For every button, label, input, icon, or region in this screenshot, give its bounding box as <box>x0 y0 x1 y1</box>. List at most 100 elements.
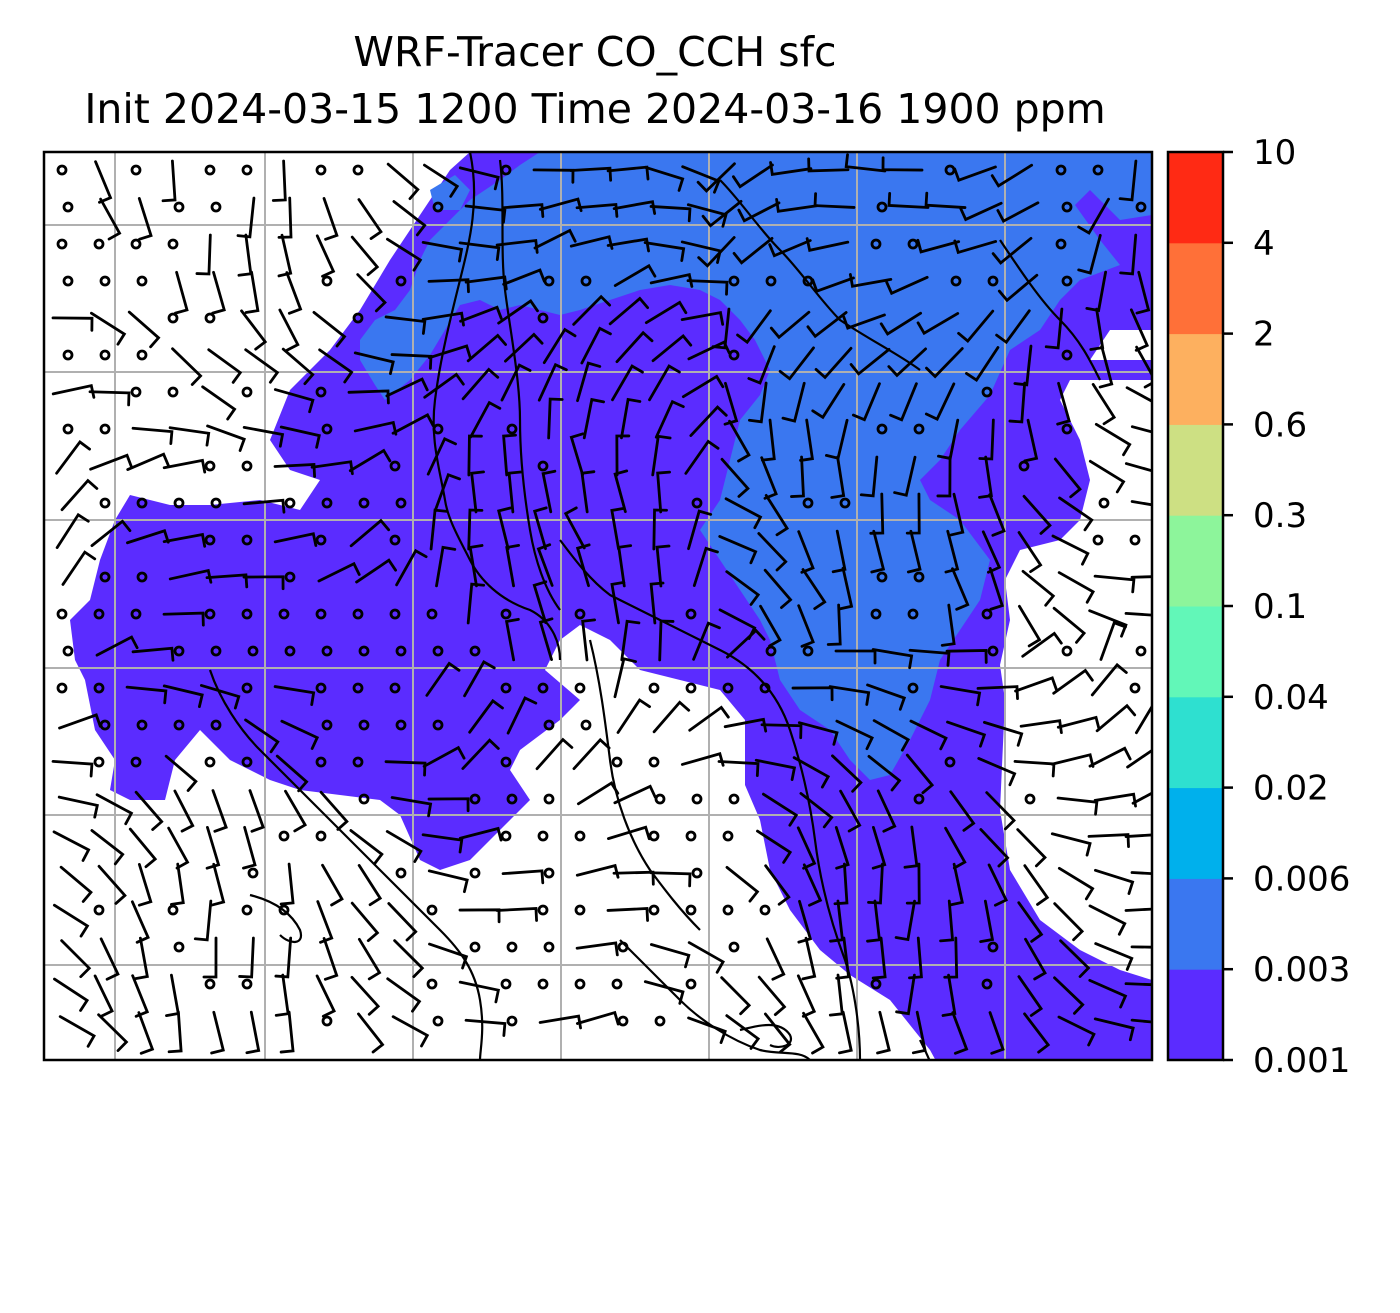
wind-barb <box>469 400 502 439</box>
wind-barb <box>959 201 1003 222</box>
calm-wind-circle <box>685 608 697 620</box>
wind-barb <box>134 936 149 981</box>
wind-barb <box>687 340 731 361</box>
wind-barb <box>813 192 856 209</box>
wind-barb <box>778 346 815 381</box>
calm-wind-circle <box>728 349 740 361</box>
wind-barb <box>835 936 851 980</box>
wind-barb <box>384 315 427 335</box>
wind-barb <box>916 312 960 336</box>
wind-barb <box>924 191 967 209</box>
calm-wind-circle <box>358 793 370 805</box>
wind-barb <box>392 200 427 237</box>
calm-wind-circle <box>315 534 327 546</box>
wind-barb <box>613 657 637 699</box>
wind-barb <box>916 238 961 254</box>
wind-barb <box>1022 494 1052 535</box>
wind-barb <box>353 420 398 436</box>
wind-barb <box>692 546 719 587</box>
calm-wind-circle <box>950 275 962 287</box>
wind-barb <box>541 469 557 514</box>
wind-barb <box>501 869 545 885</box>
wind-barb <box>61 550 97 586</box>
wind-barb <box>872 719 911 752</box>
calm-wind-circle <box>395 719 407 731</box>
wind-barb <box>1119 233 1138 276</box>
wind-barb <box>467 434 483 477</box>
calm-wind-circle <box>580 275 592 287</box>
wind-barb <box>925 347 964 379</box>
calm-wind-circle <box>284 571 296 583</box>
wind-barb <box>859 455 879 498</box>
wind-barb <box>649 871 692 888</box>
calm-wind-circle <box>62 275 74 287</box>
wind-barb <box>814 346 853 380</box>
calm-wind-circle <box>278 830 290 842</box>
calm-wind-circle <box>321 275 333 287</box>
wind-barb <box>210 1010 225 1055</box>
calm-wind-circle <box>469 645 481 657</box>
wind-barb <box>610 506 626 551</box>
calm-wind-circle <box>278 904 290 916</box>
wind-barb <box>924 382 956 421</box>
wind-barb <box>867 755 902 792</box>
wind-barb <box>322 197 339 241</box>
calm-wind-circle <box>247 645 259 657</box>
calm-wind-circle <box>321 719 333 731</box>
calm-wind-circle <box>506 793 518 805</box>
wind-barb <box>1017 604 1042 648</box>
wind-barb <box>615 434 631 477</box>
wind-barb <box>652 508 668 551</box>
wind-barb <box>168 426 211 447</box>
calm-wind-circle <box>321 645 333 657</box>
wind-barb <box>385 830 423 863</box>
wind-barb <box>461 367 500 401</box>
wind-barb <box>724 497 763 530</box>
wind-barb <box>802 1011 825 1055</box>
wind-barb <box>990 163 1034 188</box>
wind-barb <box>162 611 205 627</box>
wind-barb <box>504 617 520 662</box>
wind-barb <box>1124 462 1152 473</box>
wind-barb <box>461 738 500 770</box>
calm-wind-circle <box>247 867 259 879</box>
wind-barb <box>391 1015 430 1048</box>
wind-barb <box>580 470 596 514</box>
wind-barb <box>357 198 383 240</box>
calm-wind-circle <box>315 164 327 176</box>
wind-barb <box>995 309 1031 345</box>
wind-barb <box>684 439 720 475</box>
wind-barb <box>871 648 914 670</box>
wind-barb <box>613 784 657 805</box>
wind-barb <box>1014 676 1058 693</box>
calm-wind-circle <box>173 719 185 731</box>
wind-barb <box>532 506 548 551</box>
wind-barb <box>1130 871 1152 876</box>
calm-wind-circle <box>728 941 740 953</box>
wind-barb <box>275 754 309 793</box>
calm-wind-circle <box>204 756 216 768</box>
wind-barb <box>357 1012 385 1054</box>
calm-wind-circle <box>1092 164 1104 176</box>
wind-barb <box>792 756 831 789</box>
wind-barb <box>349 518 391 548</box>
wind-barb <box>796 826 817 870</box>
calm-wind-circle <box>611 978 623 990</box>
map-title-line1: WRF-Tracer CO_CCH sfc <box>353 28 837 76</box>
calm-wind-circle <box>99 275 111 287</box>
calm-wind-circle <box>1055 238 1067 250</box>
calm-wind-circle <box>802 497 814 509</box>
wind-barb <box>1094 942 1134 971</box>
wind-barb <box>606 825 651 841</box>
calm-wind-circle <box>395 867 407 879</box>
calm-wind-circle <box>173 201 185 213</box>
wind-barb <box>652 700 691 734</box>
calm-wind-circle <box>691 867 703 879</box>
wind-barb <box>1024 937 1047 981</box>
wind-barb <box>731 163 774 189</box>
wind-barb <box>978 418 995 461</box>
wind-barb <box>273 388 315 414</box>
calm-wind-circle <box>210 645 222 657</box>
wind-barb <box>386 162 420 201</box>
calm-wind-circle <box>913 423 925 435</box>
